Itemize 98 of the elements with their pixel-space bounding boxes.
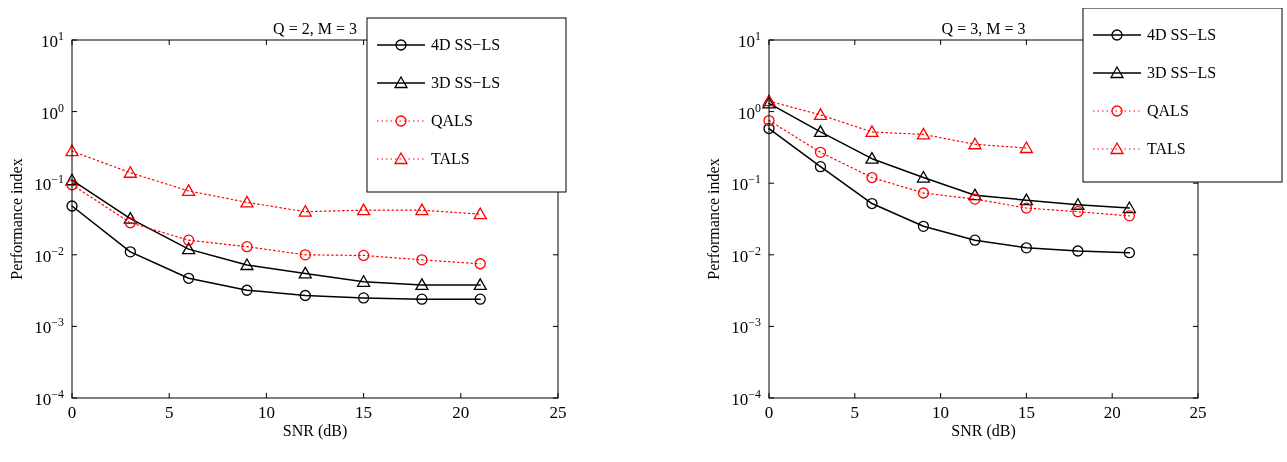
- point: [1019, 193, 1034, 206]
- point: [866, 171, 878, 184]
- x-axis-title: SNR (dB): [282, 422, 348, 440]
- point: [865, 125, 879, 138]
- point: [813, 108, 828, 121]
- point: [917, 187, 930, 199]
- point: [1072, 206, 1084, 218]
- point: [240, 258, 254, 271]
- point: [969, 193, 981, 205]
- point: [357, 249, 370, 262]
- point: [181, 184, 196, 197]
- y-tick-label: 10$^{0}$: [41, 100, 65, 123]
- x-tick-label: 5: [164, 403, 174, 422]
- legend-label: TALS: [1147, 140, 1186, 157]
- point: [968, 188, 982, 201]
- point: [356, 203, 371, 216]
- point: [66, 179, 78, 191]
- point: [415, 278, 429, 291]
- point: [916, 170, 931, 183]
- point: [1072, 245, 1084, 257]
- y-tick-label: 10$^{−2}$: [34, 243, 65, 266]
- x-tick-label: 15: [1017, 403, 1035, 422]
- point: [1020, 242, 1033, 254]
- point: [181, 242, 196, 255]
- point: [123, 166, 137, 178]
- y-tick-label: 10$^{−4}$: [34, 387, 65, 409]
- x-tick-label: 15: [355, 403, 373, 422]
- point: [182, 272, 195, 284]
- x-tick-label: 25: [549, 403, 567, 422]
- point: [916, 127, 931, 140]
- point: [415, 203, 429, 216]
- x-tick-label: 0: [67, 403, 77, 422]
- x-tick-label: 10: [932, 403, 950, 422]
- point: [865, 152, 879, 164]
- legend-label: 3D SS−LS: [431, 74, 501, 91]
- point: [917, 220, 930, 232]
- point: [182, 234, 195, 246]
- legend-label: QALS: [1147, 102, 1189, 119]
- point: [1020, 202, 1033, 214]
- point: [474, 258, 486, 270]
- legend-label: TALS: [431, 150, 470, 167]
- legend-label: 4D SS−LS: [431, 36, 501, 53]
- x-tick-label: 0: [764, 403, 774, 422]
- chart-title: Q = 2, M = 3: [273, 20, 357, 37]
- point: [763, 122, 775, 135]
- y-axis-title: Performance index: [8, 158, 25, 280]
- point: [1123, 210, 1136, 222]
- y-tick-label: 10$^{−4}$: [731, 387, 762, 409]
- y-tick-label: 10$^{1}$: [41, 29, 65, 51]
- point: [968, 137, 982, 150]
- point: [813, 125, 828, 138]
- point: [124, 246, 136, 258]
- point: [814, 161, 827, 173]
- point: [124, 217, 136, 229]
- point: [241, 284, 253, 296]
- point: [969, 234, 981, 246]
- y-tick-label: 10$^{−2}$: [731, 243, 762, 266]
- chart-title: Q = 3, M = 3: [941, 20, 1026, 37]
- point: [473, 278, 487, 291]
- point: [814, 146, 827, 158]
- point: [866, 197, 878, 210]
- x-tick-label: 5: [850, 403, 860, 422]
- point: [66, 200, 78, 212]
- point: [298, 266, 312, 279]
- point: [1071, 198, 1085, 210]
- point: [299, 249, 311, 261]
- y-tick-label: 10$^{1}$: [738, 29, 762, 51]
- point: [241, 240, 253, 253]
- y-tick-label: 10$^{−1}$: [34, 172, 65, 195]
- x-tick-label: 20: [452, 403, 470, 422]
- y-tick-label: 10$^{−3}$: [731, 315, 762, 338]
- point: [763, 114, 775, 127]
- y-tick-label: 10$^{−3}$: [34, 315, 65, 338]
- point: [356, 275, 371, 287]
- point: [416, 254, 428, 266]
- point: [416, 293, 428, 305]
- point: [1122, 201, 1137, 214]
- point: [1123, 247, 1136, 259]
- legend-label: QALS: [431, 112, 473, 129]
- x-tick-label: 25: [1189, 403, 1207, 422]
- point: [298, 205, 312, 217]
- legend-label: 3D SS−LS: [1147, 64, 1217, 81]
- point: [474, 293, 486, 305]
- point: [473, 207, 487, 220]
- x-tick-label: 10: [257, 403, 275, 422]
- y-tick-label: 10$^{0}$: [738, 100, 762, 123]
- point: [299, 289, 311, 302]
- x-tick-label: 20: [1103, 403, 1121, 422]
- x-axis-title: SNR (dB): [951, 422, 1016, 440]
- point: [240, 195, 254, 208]
- point: [65, 144, 79, 157]
- y-tick-label: 10$^{−1}$: [731, 172, 762, 195]
- point: [65, 173, 79, 186]
- point: [123, 211, 137, 224]
- point: [357, 292, 370, 304]
- legend-label: 4D SS−LS: [1147, 26, 1217, 43]
- y-axis-title: Performance index: [705, 158, 722, 280]
- point: [1019, 141, 1034, 154]
